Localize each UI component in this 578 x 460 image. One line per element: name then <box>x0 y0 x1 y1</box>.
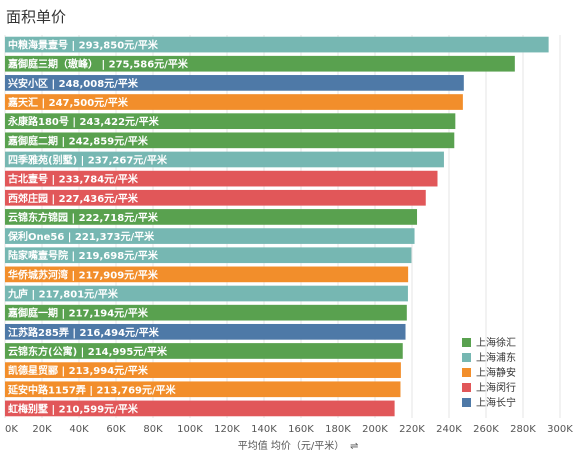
legend-label: 上海长宁 <box>476 396 516 409</box>
x-tick-label: 100K <box>177 424 203 435</box>
bar-label: 江苏路285弄 | 216,494元/平米 <box>8 326 160 339</box>
bar-row[interactable]: 华侨城苏河湾 | 217,909元/平米 <box>5 266 409 283</box>
x-tick-label: 140K <box>251 424 277 435</box>
bar-row[interactable]: 中粮海景壹号 | 293,850元/平米 <box>5 36 549 53</box>
legend-swatch <box>462 383 471 392</box>
bar[interactable] <box>5 113 456 130</box>
bar-label: 永康路180号 | 243,422元/平米 <box>7 115 160 128</box>
bar-label: 九庐 | 217,801元/平米 <box>7 288 119 301</box>
bar[interactable] <box>5 343 403 359</box>
x-tick-label: 160K <box>288 424 314 435</box>
legend-label: 上海徐汇 <box>476 336 516 349</box>
bar[interactable] <box>5 75 464 91</box>
bar-row[interactable]: 嘉天汇 | 247,500元/平米 <box>5 94 463 110</box>
bar-label: 中粮海景壹号 | 293,850元/平米 <box>8 39 159 52</box>
x-tick-label: 280K <box>510 424 536 435</box>
bar-row[interactable]: 嘉御庭二期 | 242,859元/平米 <box>5 132 455 149</box>
x-tick-label: 0K <box>5 424 18 435</box>
x-tick-label: 200K <box>362 424 388 435</box>
x-tick-label: 180K <box>325 424 351 435</box>
legend-swatch <box>462 368 471 377</box>
bar[interactable] <box>5 209 418 225</box>
bar-label: 西郊庄园 | 227,436元/平米 <box>8 192 139 205</box>
bar-row[interactable]: 兴安小区 | 248,008元/平米 <box>5 75 464 91</box>
bar[interactable] <box>5 189 426 206</box>
bar-row[interactable]: 凯德星贸郦 | 213,994元/平米 <box>5 362 401 378</box>
bar-row[interactable]: 九庐 | 217,801元/平米 <box>5 285 408 302</box>
bar[interactable] <box>5 381 401 398</box>
legend-label: 上海浦东 <box>476 351 516 364</box>
bar[interactable] <box>5 400 395 417</box>
bar-row[interactable]: 四季雅苑(别墅) | 237,267元/平米 <box>5 151 444 168</box>
x-tick-label: 60K <box>106 424 126 435</box>
bar-row[interactable]: 江苏路285弄 | 216,494元/平米 <box>5 323 406 340</box>
x-tick-label: 20K <box>32 424 52 435</box>
legend-swatch <box>462 353 471 362</box>
bar-row[interactable]: 延安中路1157弄 | 213,769元/平米 <box>5 381 401 398</box>
bar-label: 嘉御庭二期 | 242,859元/平米 <box>7 134 149 147</box>
bar-label: 嘉天汇 | 247,500元/平米 <box>7 96 129 109</box>
bar-row[interactable]: 陆家嘴壹号院 | 219,698元/平米 <box>5 247 412 264</box>
bar[interactable] <box>5 55 515 72</box>
x-axis-ticks: 0K 20K 40K 60K 80K 100K 120K 140K 160K 180K 200K 22… <box>5 424 573 435</box>
x-tick-label: 240K <box>436 424 462 435</box>
bar-label: 保利One56 | 221,373元/平米 <box>7 230 155 243</box>
bar-row[interactable]: 西郊庄园 | 227,436元/平米 <box>5 189 426 206</box>
bar[interactable] <box>5 151 444 168</box>
bar-label: 古北壹号 | 233,784元/平米 <box>8 173 139 186</box>
legend-item[interactable]: 上海长宁 <box>462 396 516 409</box>
bar[interactable] <box>5 36 549 53</box>
bar-row[interactable]: 嘉御庭三期（璈峰） | 275,586元/平米 <box>5 55 515 72</box>
bar-label: 凯德星贸郦 | 213,994元/平米 <box>8 364 149 377</box>
bar[interactable] <box>5 228 415 244</box>
legend-label: 上海静安 <box>476 366 516 379</box>
bar-label: 嘉御庭一期 | 217,194元/平米 <box>7 307 149 320</box>
chart-title: 面积单价 <box>6 8 66 26</box>
x-tick-label: 80K <box>143 424 163 435</box>
x-axis-title: 平均值 均价（元/平米） <box>238 439 345 452</box>
sort-icon[interactable]: ⇌ <box>350 441 358 452</box>
bar[interactable] <box>5 94 463 110</box>
bar[interactable] <box>5 304 407 321</box>
bar-label: 兴安小区 | 248,008元/平米 <box>8 77 139 90</box>
bar-label: 云锦东方(公寓) | 214,995元/平米 <box>8 345 168 358</box>
bar[interactable] <box>5 285 408 302</box>
bar-row[interactable]: 嘉御庭一期 | 217,194元/平米 <box>5 304 407 321</box>
bar-label: 云锦东方锦园 | 222,718元/平米 <box>8 211 159 224</box>
legend-label: 上海闵行 <box>476 381 516 394</box>
legend-item[interactable]: 上海闵行 <box>462 381 516 394</box>
x-tick-label: 40K <box>69 424 89 435</box>
x-tick-label: 120K <box>214 424 240 435</box>
bar-row[interactable]: 古北壹号 | 233,784元/平米 <box>5 170 438 187</box>
bar-row[interactable]: 虹梅别墅 | 210,599元/平米 <box>5 400 395 417</box>
bar[interactable] <box>5 247 412 264</box>
bar[interactable] <box>5 362 401 378</box>
bar-row[interactable]: 云锦东方(公寓) | 214,995元/平米 <box>5 343 403 359</box>
bar-row[interactable]: 永康路180号 | 243,422元/平米 <box>5 113 456 130</box>
bar-label: 四季雅苑(别墅) | 237,267元/平米 <box>8 153 168 166</box>
bar-label: 陆家嘴壹号院 | 219,698元/平米 <box>8 249 159 262</box>
bar-label: 虹梅别墅 | 210,599元/平米 <box>8 402 139 415</box>
bar[interactable] <box>5 266 409 283</box>
legend-item[interactable]: 上海徐汇 <box>462 336 516 349</box>
bar-row[interactable]: 保利One56 | 221,373元/平米 <box>5 228 415 244</box>
bar-label: 延安中路1157弄 | 213,769元/平米 <box>7 383 177 396</box>
legend-swatch <box>462 338 471 347</box>
legend-item[interactable]: 上海静安 <box>462 366 516 379</box>
x-tick-label: 260K <box>473 424 499 435</box>
bar-label: 华侨城苏河湾 | 217,909元/平米 <box>8 268 159 281</box>
legend-swatch <box>462 398 471 407</box>
bar[interactable] <box>5 323 406 340</box>
x-tick-label: 220K <box>399 424 425 435</box>
bar-row[interactable]: 云锦东方锦园 | 222,718元/平米 <box>5 209 418 225</box>
bar[interactable] <box>5 170 438 187</box>
bar[interactable] <box>5 132 455 149</box>
legend-item[interactable]: 上海浦东 <box>462 351 516 364</box>
bar-label: 嘉御庭三期（璈峰） | 275,586元/平米 <box>7 58 189 71</box>
x-tick-label: 300K <box>547 424 573 435</box>
